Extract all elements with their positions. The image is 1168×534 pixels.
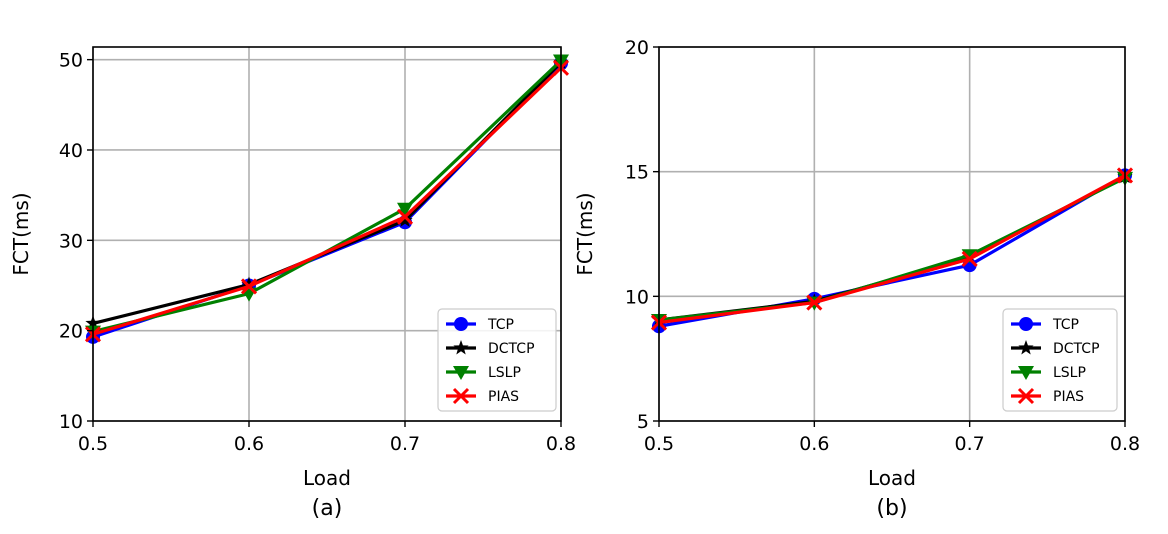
y-tick-label: 5: [637, 411, 649, 433]
data-point-pias: [396, 208, 414, 225]
series-line-pias: [658, 174, 1126, 325]
y-axis-label: FCT(ms): [573, 192, 597, 275]
legend: TCP DCTCP LSLP PIAS: [1002, 308, 1118, 412]
x-tick-label: 0.8: [1110, 433, 1140, 455]
series-line-pias: [92, 66, 563, 336]
legend-label-dctcp: DCTCP: [1053, 341, 1100, 357]
panel-caption: (b): [876, 496, 907, 521]
data-point-dctcp: [397, 212, 413, 227]
chart-panel-a: 0.5 0.6 0.7 0.8 10 20 30 40 50 Load FCT(ms) (a) TCP D…: [9, 46, 576, 521]
series-line-tcp: [658, 174, 1126, 328]
series-line-tcp: [92, 62, 563, 339]
legend-label-dctcp: DCTCP: [488, 341, 535, 357]
data-point-pias: [240, 278, 258, 295]
data-point-pias: [961, 250, 978, 267]
legend-marker-lslp: [1018, 366, 1034, 380]
legend-marker-dctcp: [453, 340, 469, 355]
series-line-lslp: [658, 176, 1126, 322]
y-tick-label: 10: [59, 411, 83, 433]
legend-label-tcp: TCP: [1052, 317, 1079, 333]
legend-marker-tcp: [454, 317, 468, 331]
y-tick-label: 20: [625, 37, 649, 59]
x-tick-label: 0.6: [799, 433, 829, 455]
y-axis-label: FCT(ms): [9, 192, 33, 275]
series-line-dctcp: [658, 175, 1126, 322]
y-tick-label: 50: [59, 50, 83, 72]
data-point-lslp: [961, 249, 978, 264]
legend-label-tcp: TCP: [487, 317, 514, 333]
plot-frame: [92, 46, 562, 422]
legend-marker-pias: [1017, 387, 1035, 405]
panel-caption: (a): [312, 496, 343, 521]
legend-marker-dctcp: [1018, 340, 1034, 355]
series-line-lslp: [92, 59, 563, 334]
legend: TCP DCTCP LSLP PIAS: [437, 308, 557, 412]
x-tick-label: 0.7: [955, 433, 985, 455]
series-line-dctcp: [92, 61, 563, 325]
legend-label-pias: PIAS: [488, 389, 519, 405]
y-tick-label: 10: [625, 286, 649, 308]
y-tick-label: 20: [59, 321, 83, 343]
legend-label-lslp: LSLP: [488, 365, 521, 381]
legend-marker-tcp: [1019, 317, 1033, 331]
plot-frame: [658, 46, 1126, 422]
chart-panel-b: 0.5 0.6 0.7 0.8 5 10 15 20 Load FCT(ms) (b) TCP DCTC…: [573, 37, 1140, 521]
x-tick-label: 0.6: [234, 433, 264, 455]
y-tick-label: 30: [59, 230, 83, 252]
x-tick-label: 0.5: [644, 433, 674, 455]
legend-marker-pias: [452, 387, 470, 405]
data-point-dctcp: [241, 276, 257, 292]
y-tick-label: 40: [59, 140, 83, 162]
data-point-lslp: [397, 202, 413, 217]
legend-label-lslp: LSLP: [1053, 365, 1086, 381]
x-tick-label: 0.7: [390, 433, 420, 455]
legend-box: [437, 308, 557, 412]
legend-marker-lslp: [453, 366, 469, 380]
data-point-pias: [806, 294, 823, 311]
x-axis-label: Load: [868, 466, 916, 490]
x-tick-label: 0.8: [546, 433, 576, 455]
y-tick-label: 15: [625, 162, 649, 184]
legend-box: [1002, 308, 1118, 412]
x-tick-label: 0.5: [78, 433, 108, 455]
legend-label-pias: PIAS: [1053, 389, 1084, 405]
x-axis-label: Load: [303, 466, 351, 490]
